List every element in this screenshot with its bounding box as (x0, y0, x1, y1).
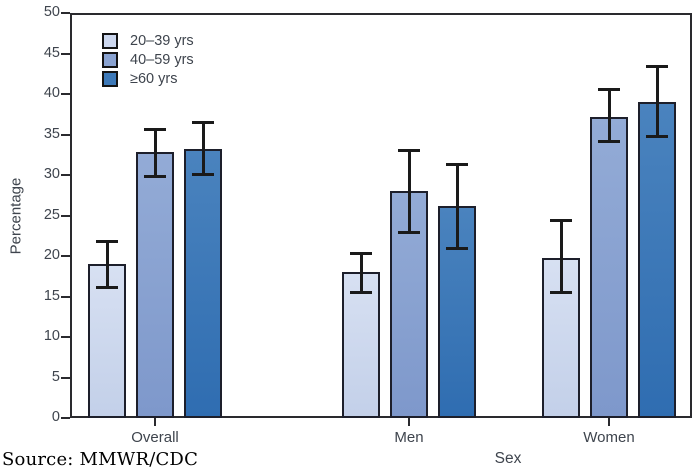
category-label-men: Men (394, 429, 424, 446)
y-axis-title: Percentage (7, 177, 25, 255)
source-caption: Source: MMWR/CDC (2, 449, 199, 470)
y-tick-label: 5 (51, 368, 60, 385)
y-tick-label: 25 (43, 206, 60, 223)
legend-swatch-40-59-yrs (102, 52, 118, 68)
y-tick-mark (61, 52, 70, 55)
x-axis-title: Sex (494, 450, 522, 467)
y-tick-mark (61, 93, 70, 95)
legend-label-40-59-yrs: 40–59 yrs (130, 52, 194, 68)
y-tick-label: 15 (43, 287, 60, 304)
legend-item-40-59-yrs: 40–59 yrs (102, 52, 194, 68)
y-tick-label: 45 (43, 44, 60, 61)
y-tick-mark (61, 133, 70, 136)
category-label-overall: Overall (131, 429, 179, 446)
y-tick-label: 20 (43, 247, 60, 263)
y-tick-mark (61, 417, 70, 419)
legend-item-20-39-yrs: 20–39 yrs (102, 33, 194, 49)
y-tick-mark (61, 336, 70, 338)
y-tick-mark (61, 12, 70, 14)
legend-swatch-60-yrs (102, 71, 118, 87)
legend-swatch-20-39-yrs (102, 33, 118, 49)
y-tick-label: 50 (43, 4, 60, 20)
y-tick-mark (61, 376, 70, 379)
legend-label-60-yrs: ≥60 yrs (130, 71, 178, 87)
x-tick-mark (408, 418, 410, 426)
legend: 20–39 yrs 40–59 yrs ≥60 yrs (102, 33, 194, 90)
y-tick-label: 30 (43, 166, 60, 182)
y-tick-mark (61, 255, 70, 257)
y-tick-mark (61, 174, 70, 176)
x-tick-mark (154, 418, 156, 426)
y-tick-mark (61, 295, 70, 298)
legend-label-20-39-yrs: 20–39 yrs (130, 33, 194, 49)
y-tick-label: 0 (51, 409, 60, 425)
y-tick-label: 35 (43, 125, 60, 142)
legend-item-60-yrs: ≥60 yrs (102, 71, 194, 87)
x-tick-mark (608, 418, 610, 426)
y-tick-mark (61, 214, 70, 217)
y-tick-label: 10 (43, 328, 60, 344)
y-tick-label: 40 (43, 85, 60, 101)
category-label-women: Women (583, 429, 635, 446)
